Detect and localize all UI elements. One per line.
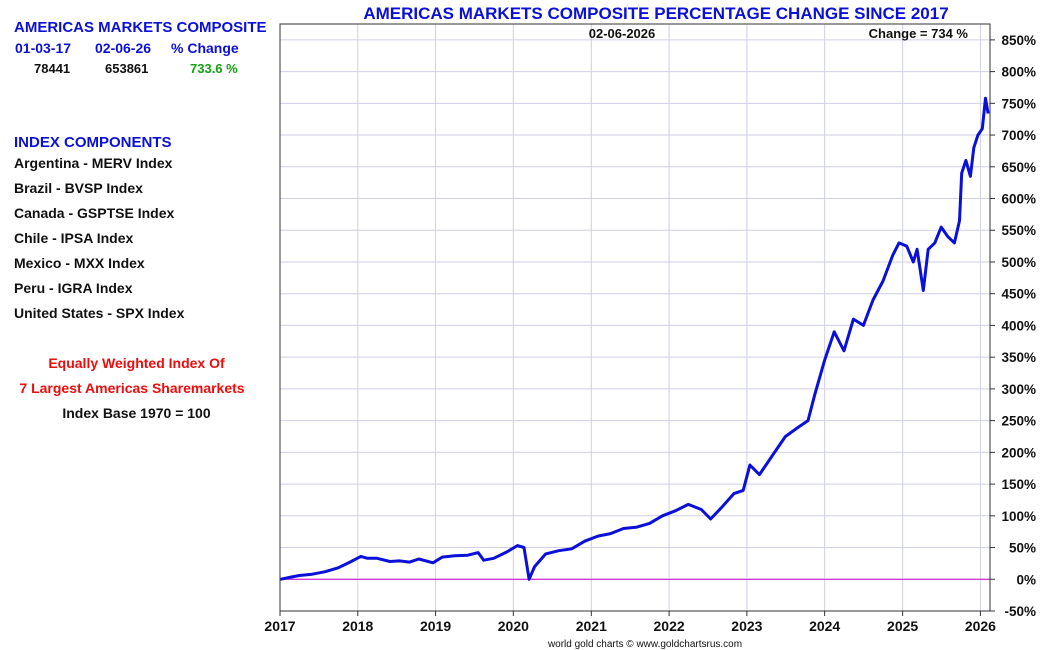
summary-col-pct: % Change [171,40,239,56]
y-tick-label: 600% [1001,192,1036,207]
plot-frame [279,23,991,612]
component-item: Canada - GSPTSE Index [14,205,175,221]
footer-credit: world gold charts © www.goldchartsrus.co… [547,639,742,650]
x-tick-label: 2024 [809,618,840,634]
y-tick-label: 300% [1001,382,1036,397]
x-tick-label: 2020 [498,618,529,634]
component-item: Peru - IGRA Index [14,280,133,296]
x-tick-label: 2021 [576,618,607,634]
components-heading: INDEX COMPONENTS [14,134,172,151]
note-line-3: Index Base 1970 = 100 [62,405,211,421]
y-tick-label: 250% [1001,414,1036,429]
summary-title: AMERICAS MARKETS COMPOSITE [14,19,267,36]
note-line-2: 7 Largest Americas Sharemarkets [19,380,245,396]
x-axis: 2017 2018 2019 2020 2021 2022 2023 2024 2025 2026 [264,611,996,634]
y-tick-label: 700% [1001,128,1036,143]
y-tick-label: 500% [1001,255,1036,270]
y-tick-label: 150% [1001,477,1036,492]
y-tick-label: 550% [1001,223,1036,238]
summary-end-value: 653861 [105,61,149,76]
summary-start-value: 78441 [34,61,71,76]
summary-pct-change: 733.6 % [190,61,238,76]
summary-col-start-date: 01-03-17 [15,40,72,56]
x-tick-label: 2026 [965,618,996,634]
x-tick-label: 2019 [420,618,451,634]
x-tick-label: 2022 [654,618,685,634]
grid-lines [279,24,990,612]
x-tick-label: 2025 [887,618,918,634]
chart-change-label: Change = 734 % [869,26,969,41]
component-item: Argentina - MERV Index [14,155,173,171]
component-item: Mexico - MXX Index [14,255,145,271]
y-axis: -50% 0% 50% 100% 150% 200% 250% 300% 350% 400% 450… [990,33,1036,619]
x-tick-label: 2023 [731,618,762,634]
y-tick-label: 350% [1001,350,1036,365]
chart-title: AMERICAS MARKETS COMPOSITE PERCENTAGE CH… [363,4,948,23]
y-tick-label: 200% [1001,445,1036,460]
x-tick-label: 2018 [342,618,373,634]
y-tick-label: 800% [1001,65,1036,80]
y-tick-label: 850% [1001,33,1036,48]
y-tick-label: 400% [1001,318,1036,333]
component-item: United States - SPX Index [14,305,185,321]
chart-date-label: 02-06-2026 [589,26,656,41]
note-line-1: Equally Weighted Index Of [48,355,225,371]
series-line [280,96,990,581]
y-tick-label: 0% [1016,572,1036,587]
y-tick-label: 50% [1009,541,1036,556]
y-tick-label: -50% [1004,604,1036,619]
y-tick-label: 650% [1001,160,1036,175]
summary-col-end-date: 02-06-26 [95,40,152,56]
component-item: Brazil - BVSP Index [14,180,143,196]
x-tick-label: 2017 [264,618,295,634]
y-tick-label: 750% [1001,96,1036,111]
y-tick-label: 450% [1001,287,1036,302]
y-tick-label: 100% [1001,509,1036,524]
component-item: Chile - IPSA Index [14,230,134,246]
